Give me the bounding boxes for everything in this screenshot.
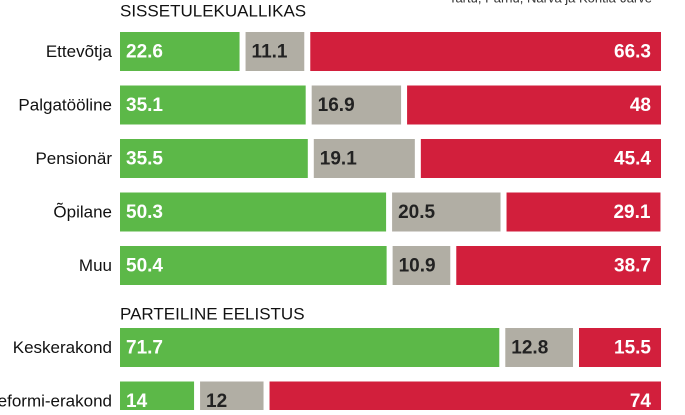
- category-label: Pensionär: [35, 149, 112, 168]
- category-label: Ettevõtja: [46, 42, 113, 61]
- category-label: Õpilane: [53, 202, 112, 221]
- value-label: 20.5: [398, 202, 435, 223]
- value-label: 10.9: [399, 256, 436, 277]
- bar-segment: [311, 85, 402, 125]
- bar-segment: [120, 139, 308, 178]
- value-label: 48: [630, 95, 651, 116]
- category-label: Palgatööline: [18, 95, 112, 114]
- bar-segment: [120, 85, 306, 125]
- bar-segment: [120, 192, 387, 232]
- bar-segment: [200, 381, 264, 415]
- value-label: 12.8: [511, 338, 548, 359]
- bar-segment: [506, 192, 661, 232]
- value-label: 22.6: [126, 42, 163, 63]
- bar-segment: [392, 192, 501, 232]
- value-label: 15.5: [614, 338, 651, 359]
- bar-segment: [392, 246, 451, 285]
- bar-segment: [245, 32, 305, 71]
- bar-segment: [120, 381, 195, 415]
- section-title: SISSETULEKUALLIKAS: [120, 1, 306, 20]
- value-label: 35.5: [126, 149, 163, 170]
- value-label: 14: [126, 391, 148, 410]
- bar-segment: [456, 246, 661, 285]
- bar-segment: [579, 328, 661, 367]
- category-label: Reformi-erakond: [0, 391, 112, 410]
- bar-segment: [420, 139, 661, 178]
- value-label: 19.1: [320, 149, 357, 170]
- value-label: 50.3: [126, 202, 163, 223]
- value-label: 12: [206, 391, 227, 410]
- value-label: 16.9: [318, 95, 355, 116]
- bar-segment: [310, 32, 661, 71]
- value-label: 45.4: [614, 149, 651, 170]
- bar-segment: [269, 381, 661, 415]
- section-title: PARTEILINE EELISTUS: [120, 304, 305, 323]
- value-label: 50.4: [126, 256, 163, 277]
- bar-segment: [407, 85, 661, 125]
- value-label: 29.1: [613, 202, 650, 223]
- category-label: Muu: [79, 256, 112, 275]
- value-label: 11.1: [252, 42, 288, 63]
- value-label: 74: [630, 391, 652, 410]
- value-label: 38.7: [614, 256, 651, 277]
- bar-segment: [120, 246, 387, 285]
- bar-segment: [120, 328, 500, 367]
- bar-segment: [505, 328, 574, 367]
- category-label: Keskerakond: [13, 338, 112, 357]
- value-label: 66.3: [614, 42, 651, 63]
- bar-segment: [313, 139, 415, 178]
- value-label: 71.7: [126, 338, 163, 359]
- subtitle: Tartu, Pärnu, Narva ja Kohtla-Järve: [449, 0, 652, 5]
- value-label: 35.1: [126, 95, 163, 116]
- bar-segment: [120, 32, 240, 71]
